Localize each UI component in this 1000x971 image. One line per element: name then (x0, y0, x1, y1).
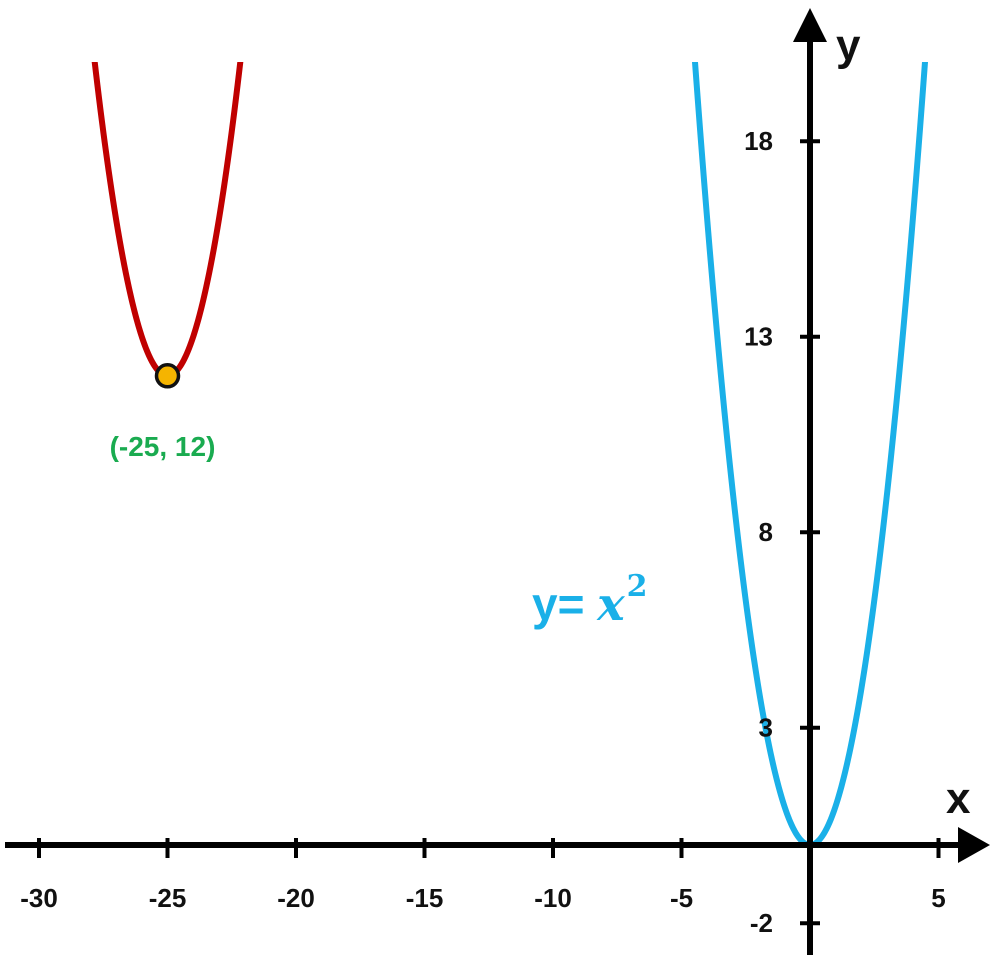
x-tick-label: -30 (20, 883, 58, 913)
y-axis-label: y (836, 21, 861, 70)
x-tick-label: -25 (149, 883, 187, 913)
equation-x-part: x (596, 577, 625, 631)
x-tick-label: -15 (406, 883, 444, 913)
vertex-point (154, 363, 181, 389)
x-tick-label: -5 (670, 883, 693, 913)
red-parabola-curve (91, 62, 244, 379)
equation-y-part: y= (532, 578, 597, 630)
y-axis-arrow (793, 8, 827, 42)
x-axis-arrow (958, 827, 990, 863)
y-tick-label: 8 (759, 517, 773, 547)
equation-exponent: 2 (627, 569, 648, 604)
y-tick-label: 18 (744, 126, 773, 156)
equation-label: y= x2 (532, 569, 648, 631)
vertex-point-label: (-25, 12) (110, 431, 216, 462)
x-axis-label: x (946, 774, 971, 823)
x-tick-label: -10 (534, 883, 572, 913)
y-tick-label: 13 (744, 322, 773, 352)
x-tick-label: 5 (931, 883, 945, 913)
y-tick-label: 3 (759, 713, 773, 743)
y-tick-label: -2 (750, 908, 773, 938)
x-tick-label: -20 (277, 883, 315, 913)
